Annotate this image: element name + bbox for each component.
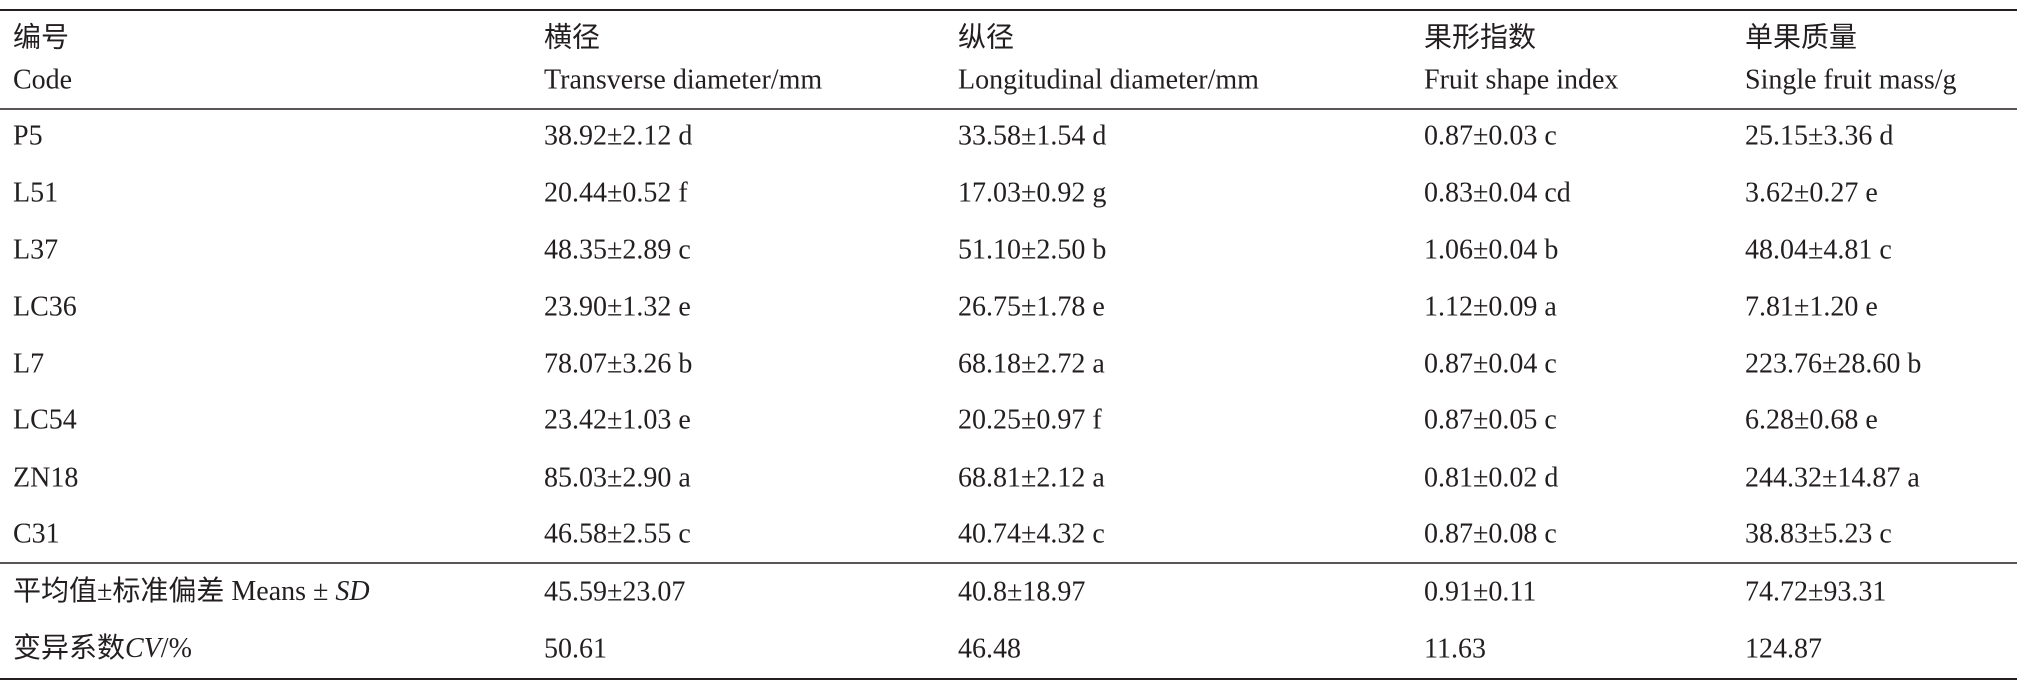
cell: 51.10±2.50 b (958, 234, 1106, 265)
cell: LC36 (13, 291, 77, 322)
cell: 23.90±1.32 e (544, 291, 691, 322)
cell: 0.87±0.05 c (1424, 404, 1557, 435)
cell: 33.58±1.54 d (958, 120, 1106, 151)
cell: 1.12±0.09 a (1424, 291, 1557, 322)
cell: 3.62±0.27 e (1745, 177, 1878, 208)
summary-cell: 50.61 (544, 633, 607, 664)
cell: 0.81±0.02 d (1424, 462, 1558, 493)
cell: ZN18 (13, 462, 78, 493)
cell: L7 (13, 348, 44, 379)
summary-cell: 40.8±18.97 (958, 576, 1085, 607)
cell: 0.87±0.03 c (1424, 120, 1557, 151)
summary-cell: 46.48 (958, 633, 1021, 664)
summary-cell: 0.91±0.11 (1424, 576, 1536, 607)
cell: 7.81±1.20 e (1745, 291, 1878, 322)
cell: 68.81±2.12 a (958, 462, 1105, 493)
header-en: Longitudinal diameter/mm (958, 64, 1259, 95)
cell: 40.74±4.32 c (958, 518, 1105, 549)
cell: 20.25±0.97 f (958, 404, 1102, 435)
header-zh: 果形指数 (1424, 21, 1536, 53)
header-zh: 横径 (544, 21, 600, 53)
cell: L51 (13, 177, 58, 208)
label-part: 平均值±标准偏差 Means ± (13, 575, 335, 607)
cell: 46.58±2.55 c (544, 518, 691, 549)
cell: 223.76±28.60 b (1745, 348, 1921, 379)
cell: 17.03±0.92 g (958, 177, 1106, 208)
cell: 0.87±0.08 c (1424, 518, 1557, 549)
label-part: 变异系数 (13, 632, 125, 664)
label-part: CV (125, 633, 164, 664)
cell: P5 (13, 120, 43, 151)
summary-cell: 124.87 (1745, 633, 1822, 664)
cell: 23.42±1.03 e (544, 404, 691, 435)
cell: 48.35±2.89 c (544, 234, 691, 265)
summary-cell: 74.72±93.31 (1745, 576, 1886, 607)
cell: C31 (13, 518, 60, 549)
header-zh: 纵径 (958, 21, 1014, 53)
cell: 38.92±2.12 d (544, 120, 692, 151)
cell: 1.06±0.04 b (1424, 234, 1558, 265)
cell: 48.04±4.81 c (1745, 234, 1892, 265)
cell: 68.18±2.72 a (958, 348, 1105, 379)
summary-cell: 11.63 (1424, 633, 1486, 664)
cell: 38.83±5.23 c (1745, 518, 1892, 549)
summary-label: 变异系数CV/% (13, 632, 192, 664)
header-en: Fruit shape index (1424, 64, 1618, 95)
header-zh: 编号 (13, 21, 69, 53)
summary-label: 平均值±标准偏差 Means ± SD (13, 575, 370, 607)
label-part: /% (161, 633, 192, 664)
cell: 244.32±14.87 a (1745, 462, 1920, 493)
cell: LC54 (13, 404, 77, 435)
cell: 6.28±0.68 e (1745, 404, 1878, 435)
cell: 0.87±0.04 c (1424, 348, 1557, 379)
header-zh: 单果质量 (1745, 21, 1857, 53)
cell: L37 (13, 234, 58, 265)
label-part: SD (335, 576, 369, 607)
cell: 25.15±3.36 d (1745, 120, 1893, 151)
header-en: Code (13, 64, 72, 95)
header-en: Single fruit mass/g (1745, 64, 1957, 95)
cell: 85.03±2.90 a (544, 462, 691, 493)
summary-cell: 45.59±23.07 (544, 576, 685, 607)
cell: 0.83±0.04 cd (1424, 177, 1571, 208)
cell: 20.44±0.52 f (544, 177, 688, 208)
cell: 26.75±1.78 e (958, 291, 1105, 322)
cell: 78.07±3.26 b (544, 348, 692, 379)
header-en: Transverse diameter/mm (544, 64, 822, 95)
